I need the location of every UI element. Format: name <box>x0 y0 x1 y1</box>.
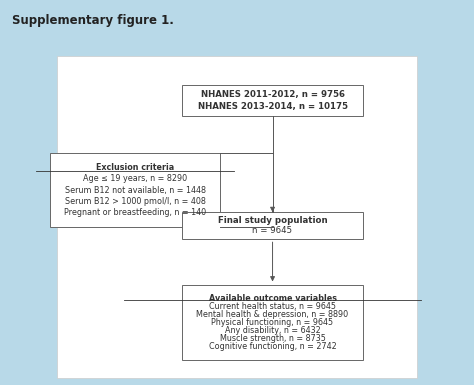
Text: NHANES 2013-2014, n = 10175: NHANES 2013-2014, n = 10175 <box>198 102 347 111</box>
Text: Cognitive functioning, n = 2742: Cognitive functioning, n = 2742 <box>209 342 337 351</box>
Text: Current health status, n = 9645: Current health status, n = 9645 <box>209 301 336 311</box>
FancyBboxPatch shape <box>57 56 417 378</box>
Text: Age ≤ 19 years, n = 8290: Age ≤ 19 years, n = 8290 <box>83 174 187 183</box>
FancyBboxPatch shape <box>50 153 220 228</box>
Text: n = 9645: n = 9645 <box>253 226 292 235</box>
Text: NHANES 2011-2012, n = 9756: NHANES 2011-2012, n = 9756 <box>201 90 345 99</box>
Text: Final study population: Final study population <box>218 216 328 225</box>
Text: Supplementary figure 1.: Supplementary figure 1. <box>12 14 174 27</box>
Text: Serum B12 > 1000 pmol/l, n = 408: Serum B12 > 1000 pmol/l, n = 408 <box>64 197 206 206</box>
Text: Physical functioning, n = 9645: Physical functioning, n = 9645 <box>211 318 334 327</box>
Text: Pregnant or breastfeeding, n = 140: Pregnant or breastfeeding, n = 140 <box>64 208 206 218</box>
Text: Mental health & depression, n = 8890: Mental health & depression, n = 8890 <box>197 310 348 319</box>
Text: Exclusion criteria: Exclusion criteria <box>96 163 174 172</box>
FancyBboxPatch shape <box>182 285 363 360</box>
FancyBboxPatch shape <box>182 85 363 115</box>
FancyBboxPatch shape <box>182 212 363 239</box>
Text: Any disability, n = 6432: Any disability, n = 6432 <box>225 326 320 335</box>
Text: Available outcome variables: Available outcome variables <box>209 293 337 303</box>
Text: Serum B12 not available, n = 1448: Serum B12 not available, n = 1448 <box>64 186 206 195</box>
Text: Muscle strength, n = 8735: Muscle strength, n = 8735 <box>219 334 326 343</box>
